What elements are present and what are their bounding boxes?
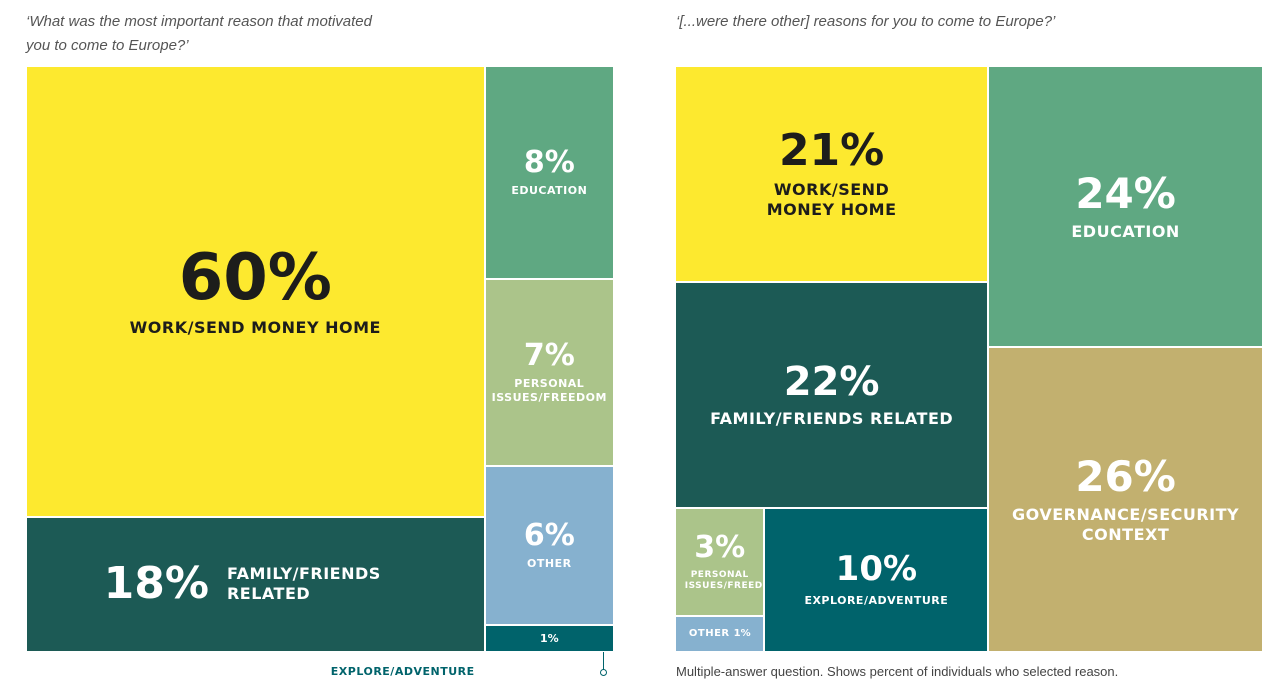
treemap-tile: 26% GOVERNANCE/SECURITY CONTEXT	[988, 347, 1263, 652]
value-label: 7%	[523, 337, 575, 373]
value-label: 3%	[694, 530, 746, 566]
note: Multiple-answer question. Shows percent …	[676, 664, 1119, 679]
value-label: 21%	[778, 124, 885, 176]
category-label: EXPLORE/ADVENTURE	[804, 593, 949, 607]
treemap-tile: 1%	[484, 625, 614, 652]
callout-line	[603, 652, 604, 670]
value-label: 8%	[523, 144, 575, 180]
value-label: 18%	[103, 558, 209, 610]
chart-title: ‘[...were there other] reasons for you t…	[676, 13, 1056, 30]
category-label: WORK/SEND MONEY HOME	[129, 317, 381, 337]
category-label: EXPLORE/ADVENTURE	[330, 665, 475, 678]
treemap-tile: 22% FAMILY/FRIENDS RELATED	[675, 281, 989, 509]
treemap-tile: OTHER 1%	[675, 616, 765, 652]
value-label: 10%	[835, 549, 918, 590]
category-label: PERSONAL ISSUES/FREEDOM	[684, 569, 764, 591]
treemap-tile: 6% OTHER	[484, 465, 614, 626]
category-label: EDUCATION	[511, 184, 588, 198]
category-label: GOVERNANCE/SECURITY CONTEXT	[1012, 504, 1240, 544]
value-label: 1%	[733, 627, 751, 639]
treemap-tile: 7% PERSONAL ISSUES/FREEDOM	[484, 279, 614, 466]
category-label: OTHER	[527, 557, 572, 571]
category-label: OTHER	[688, 627, 730, 639]
value-label: 1%	[539, 631, 559, 645]
treemap-tile: 10% EXPLORE/ADVENTURE	[764, 508, 989, 652]
category-label: EDUCATION	[1071, 221, 1180, 241]
treemap-tile: 60% WORK/SEND MONEY HOME	[26, 66, 485, 517]
callout-dot	[600, 669, 607, 676]
treemap-tile: 21% WORK/SEND MONEY HOME	[675, 66, 989, 282]
value-label: 6%	[523, 517, 575, 553]
treemap-tile: 8% EDUCATION	[484, 66, 614, 280]
chart-title: ‘What was the most important reason that…	[26, 13, 372, 54]
value-label: 26%	[1075, 451, 1176, 501]
treemap-tile: 3% PERSONAL ISSUES/FREEDOM	[675, 508, 765, 616]
treemap-tile: 18% FAMILY/FRIENDS RELATED	[26, 516, 485, 652]
category-label: FAMILY/FRIENDS RELATED	[710, 408, 954, 428]
value-label: 24%	[1075, 168, 1176, 218]
value-label: 22%	[783, 358, 880, 405]
value-label: 60%	[178, 240, 332, 315]
category-label: WORK/SEND MONEY HOME	[766, 180, 897, 220]
category-label: FAMILY/FRIENDS RELATED	[226, 564, 381, 604]
treemap-tile: 24% EDUCATION	[988, 66, 1263, 348]
category-label: PERSONAL ISSUES/FREEDOM	[491, 377, 607, 405]
